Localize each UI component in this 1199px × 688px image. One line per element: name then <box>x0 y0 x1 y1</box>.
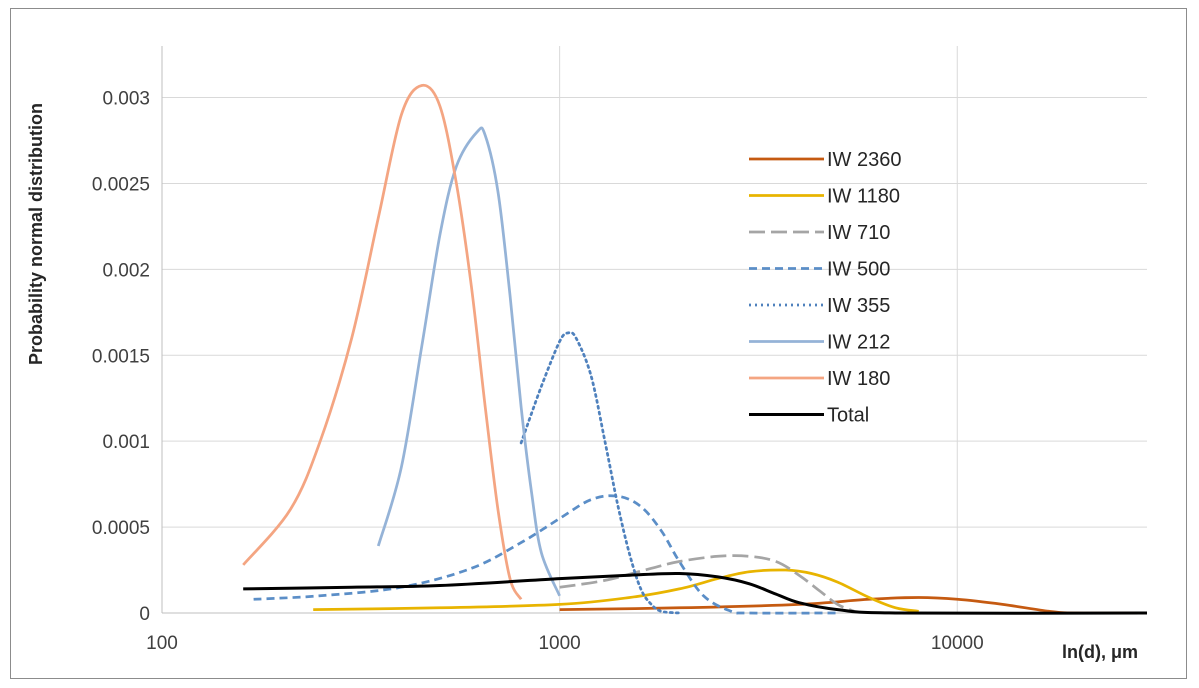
y-tick-label: 0 <box>139 604 150 625</box>
legend-label-iw-1180: IW 1180 <box>827 186 900 208</box>
legend-label-iw-180: IW 180 <box>827 368 890 390</box>
x-tick-label: 100 <box>146 633 178 654</box>
y-tick-label: 0.0015 <box>92 346 150 367</box>
y-tick-label: 0.001 <box>102 432 150 453</box>
y-tick-label: 0.003 <box>102 89 150 110</box>
legend-label-total: Total <box>827 405 869 427</box>
legend-label-iw-355: IW 355 <box>827 295 890 317</box>
series-line-total <box>243 571 1148 615</box>
legend: IW 2360 IW 1180 IW 710 IW 500 IW 355 IW 212 IW… <box>749 149 901 427</box>
series-line-iw-180 <box>242 83 523 601</box>
series-lines <box>242 83 1148 615</box>
series-line-iw-1180 <box>313 568 919 613</box>
chart-frame: 0 0.0005 0.001 0.0015 0.002 0.0025 0.003 100 100… <box>10 8 1187 679</box>
series-line-iw-500 <box>253 494 838 615</box>
series-line-iw-212 <box>376 126 561 597</box>
x-axis-title: ln(d), μm <box>1062 642 1138 662</box>
series-line-iw-355 <box>519 331 681 615</box>
y-tick-label: 0.0005 <box>92 518 150 539</box>
tick-labels: 0 0.0005 0.001 0.0015 0.002 0.0025 0.003 100 100… <box>92 89 984 654</box>
y-tick-label: 0.0025 <box>92 174 150 195</box>
legend-label-iw-710: IW 710 <box>827 222 890 244</box>
x-tick-label: 10000 <box>931 633 984 654</box>
legend-label-iw-500: IW 500 <box>827 259 890 281</box>
chart-svg: 0 0.0005 0.001 0.0015 0.002 0.0025 0.003 100 100… <box>26 46 1148 662</box>
axes <box>161 46 1147 614</box>
y-axis-title: Probability normal distribution <box>26 103 46 365</box>
series-line-iw-710 <box>559 554 855 613</box>
y-tick-label: 0.002 <box>102 260 150 281</box>
legend-label-iw-212: IW 212 <box>827 332 890 354</box>
gridlines <box>162 46 1147 613</box>
legend-label-iw-2360: IW 2360 <box>827 149 901 171</box>
x-tick-label: 1000 <box>538 633 580 654</box>
